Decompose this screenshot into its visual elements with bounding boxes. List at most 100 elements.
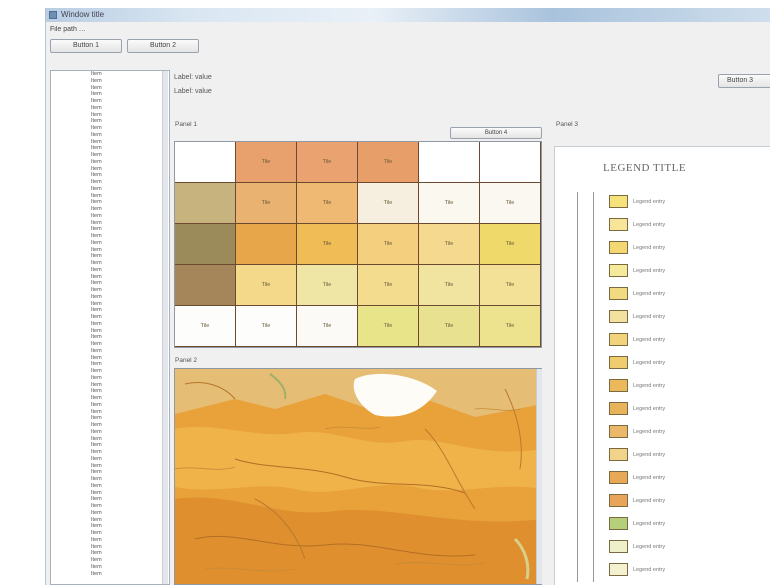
sheet-list-item[interactable]: Item [91, 293, 102, 300]
sheet-list-item[interactable]: Item [91, 327, 102, 334]
sheet-list-item[interactable]: Item [91, 347, 102, 354]
sheet-list-item[interactable]: Item [91, 543, 102, 550]
sheet-list-item[interactable]: Item [91, 91, 102, 98]
map-sheet-tile[interactable]: Tile [236, 265, 297, 306]
map-sheet-tile[interactable]: Tile [236, 183, 297, 224]
sheet-list-item[interactable]: Item [91, 435, 102, 442]
sheet-list-item[interactable]: Item [91, 260, 102, 266]
map-sheet-tile[interactable]: Tile [419, 265, 480, 306]
sheet-list-item[interactable]: Item [91, 536, 102, 543]
sheet-list-item[interactable]: Item [91, 165, 102, 172]
sheet-list-item[interactable]: Item [91, 158, 102, 165]
preview-scrollbar[interactable] [536, 369, 542, 584]
sheet-list-item[interactable]: Item [91, 368, 102, 374]
sheet-list-item[interactable]: Item [91, 273, 102, 280]
sheet-list-item[interactable]: Item [91, 361, 102, 368]
sheet-list-item[interactable]: Item [91, 179, 102, 185]
sheet-list[interactable]: Item Item Item Item Item Item Item Item Item Item… [50, 70, 170, 585]
map-sheet-tile[interactable] [175, 224, 236, 265]
sheet-list-item[interactable]: Item [91, 341, 102, 347]
sheet-list-item[interactable]: Item [91, 550, 102, 557]
sheet-list-item[interactable]: Item [91, 98, 102, 104]
sheet-list-item[interactable]: Item [91, 496, 102, 503]
map-sheet-tile[interactable]: Tile [358, 183, 419, 224]
map-sheet-tile[interactable]: Tile [480, 224, 541, 265]
left-action-button[interactable]: Button 1 [50, 39, 122, 53]
map-sheet-tile[interactable]: Tile [480, 183, 541, 224]
sheet-list-item[interactable]: Item [91, 219, 102, 226]
sheet-list-item[interactable]: Item [91, 557, 102, 563]
sheet-list-item[interactable]: Item [91, 253, 102, 260]
sheet-list-item[interactable]: Item [91, 131, 102, 138]
open-button[interactable]: Button 3 [718, 74, 770, 88]
map-sheet-tile[interactable] [175, 265, 236, 306]
sheet-list-item[interactable]: Item [91, 145, 102, 152]
sheet-list-item[interactable]: Item [91, 226, 102, 233]
sheet-list-item[interactable]: Item [91, 422, 102, 428]
sheet-list-item[interactable]: Item [91, 185, 102, 192]
map-sheet-tile[interactable]: Tile [419, 224, 480, 265]
sheet-list-item[interactable]: Item [91, 530, 102, 536]
map-sheet-tile[interactable]: Tile [419, 183, 480, 224]
sheet-list-item[interactable]: Item [91, 287, 102, 293]
map-sheet-tile[interactable]: Tile [297, 306, 358, 347]
sheet-list-item[interactable]: Item [91, 516, 102, 523]
sheet-list-item[interactable]: Item [91, 455, 102, 462]
sheet-list-item[interactable]: Item [91, 199, 102, 206]
map-sheet-tile[interactable]: Tile [297, 265, 358, 306]
map-sheet-tile[interactable]: Tile [297, 183, 358, 224]
right-action-button[interactable]: Button 2 [127, 39, 199, 53]
sheet-list-item[interactable]: Item [91, 111, 102, 118]
map-sheet-mosaic[interactable]: Tile Tile Tile Tile Tile Tile Tile Tile Tile Tile… [174, 141, 542, 348]
map-sheet-tile[interactable] [419, 142, 480, 183]
sheet-list-item[interactable]: Item [91, 570, 102, 577]
sheet-list-item[interactable]: Item [91, 442, 102, 449]
sheet-list-item[interactable]: Item [91, 266, 102, 273]
sheet-list-item[interactable]: Item [91, 388, 102, 395]
sheet-list-item[interactable]: Item [91, 469, 102, 476]
sheet-list-item[interactable]: Item [91, 71, 102, 77]
sheet-list-item[interactable]: Item [91, 401, 102, 408]
sheet-list-item[interactable]: Item [91, 300, 102, 307]
map-sheet-tile[interactable] [480, 142, 541, 183]
sheet-list-item[interactable]: Item [91, 233, 102, 239]
sheet-list-item[interactable]: Item [91, 381, 102, 388]
map-sheet-tile[interactable]: Tile [480, 306, 541, 347]
sheet-list-item[interactable]: Item [91, 489, 102, 496]
sheet-list-item[interactable]: Item [91, 138, 102, 145]
map-sheet-tile[interactable]: Tile [297, 142, 358, 183]
sheet-list-item[interactable]: Item [91, 172, 102, 179]
select-button[interactable]: Button 4 [450, 127, 542, 139]
map-sheet-tile[interactable]: Tile [175, 306, 236, 347]
sheet-list-item[interactable]: Item [91, 408, 102, 415]
map-sheet-tile[interactable]: Tile [358, 224, 419, 265]
map-sheet-tile[interactable] [175, 142, 236, 183]
map-sheet-tile[interactable] [175, 183, 236, 224]
map-sheet-tile[interactable]: Tile [480, 265, 541, 306]
sheet-list-item[interactable]: Item [91, 212, 102, 219]
map-sheet-tile[interactable]: Tile [358, 142, 419, 183]
map-sheet-tile[interactable]: Tile [358, 265, 419, 306]
sheet-list-item[interactable]: Item [91, 509, 102, 516]
sheet-list-item[interactable]: Item [91, 206, 102, 212]
sheet-list-item[interactable]: Item [91, 334, 102, 341]
sheet-list-item[interactable]: Item [91, 503, 102, 509]
sheet-list-item[interactable]: Item [91, 374, 102, 381]
sheet-list-item[interactable]: Item [91, 428, 102, 435]
sheet-list-item[interactable]: Item [91, 523, 102, 530]
sheet-list-item[interactable]: Item [91, 354, 102, 361]
map-sheet-tile[interactable]: Tile [358, 306, 419, 347]
sheet-list-item[interactable]: Item [91, 462, 102, 469]
map-sheet-tile[interactable]: Tile [297, 224, 358, 265]
sheet-list-item[interactable]: Item [91, 280, 102, 287]
sheet-list-item[interactable]: Item [91, 77, 102, 84]
sheet-list-item[interactable]: Item [91, 246, 102, 253]
sheet-list-item[interactable]: Item [91, 476, 102, 482]
sheet-list-scrollbar[interactable] [162, 71, 168, 584]
map-sheet-tile[interactable]: Tile [236, 306, 297, 347]
sheet-list-item[interactable]: Item [91, 314, 102, 320]
map-sheet-tile[interactable]: Tile [419, 306, 480, 347]
map-sheet-tile[interactable]: Tile [236, 142, 297, 183]
sheet-list-item[interactable]: Item [91, 307, 102, 314]
sheet-list-item[interactable]: Item [91, 84, 102, 91]
